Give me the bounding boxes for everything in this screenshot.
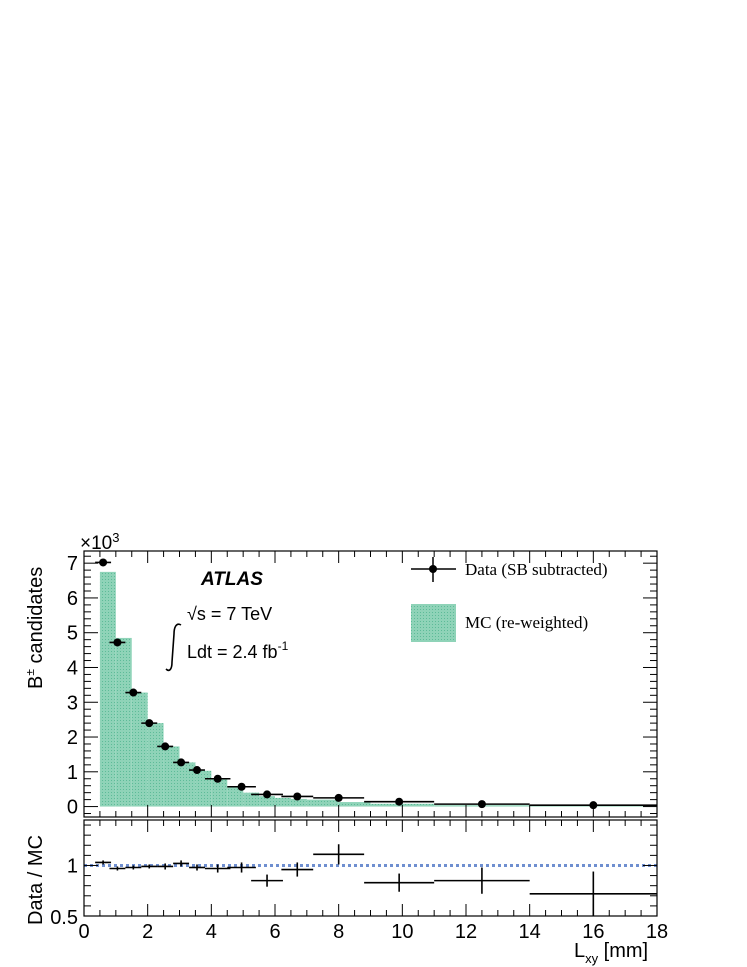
data-point (263, 790, 272, 799)
main-y-axis-label: B± candidates (23, 567, 47, 689)
mc-bar (306, 799, 339, 807)
ratio-plot-frame (83, 819, 658, 917)
x-tick-label: 2 (142, 921, 153, 943)
data-point (99, 558, 108, 567)
y-tick-label: 3 (67, 692, 78, 714)
ratio-y-tick-labels: 10.5 (50, 855, 78, 929)
ratio-y-tick-label-bottom: 0.5 (50, 907, 78, 929)
y-tick-label: 5 (67, 623, 78, 645)
mc-bar (259, 796, 275, 807)
y-tick-label: 2 (67, 727, 78, 749)
data-point (177, 758, 186, 767)
x-tick-label: 8 (333, 921, 344, 943)
y-tick-label: 7 (67, 553, 78, 575)
x-tick-label: 16 (582, 921, 604, 943)
main-axis-ticks (83, 551, 658, 817)
ratio-series (95, 844, 657, 916)
integral-sign-icon (165, 623, 182, 672)
legend-label-mc: MC (re-weighted) (465, 613, 588, 632)
main-y-tick-labels: 0 1 2 3 4 5 6 7 (67, 553, 78, 818)
x-tick-label: 12 (455, 921, 477, 943)
data-series (95, 558, 657, 810)
mc-histogram (99, 571, 657, 807)
data-point (334, 793, 343, 802)
x-tick-label: 0 (78, 921, 89, 943)
ratio-axis-ticks (83, 820, 658, 917)
main-panel: 0 1 2 3 4 5 6 7 ×103 B± candidates ATLAS √s = 7… (23, 530, 658, 819)
x-tick-label: 10 (391, 921, 413, 943)
legend-item-data: Data (SB subtracted) (411, 557, 608, 582)
ratio-panel: 10.5 0 2 4 6 8 10 12 14 16 18 Data / MC Lxy [mm] (25, 819, 668, 966)
x-tick-label: 14 (519, 921, 541, 943)
energy-label: √s = 7 TeV (187, 604, 272, 624)
x-tick-label: 18 (646, 921, 668, 943)
mc-bar (147, 723, 164, 807)
mc-bar (227, 786, 244, 807)
data-point (237, 782, 246, 791)
mc-bar (99, 571, 116, 807)
x-tick-labels: 0 2 4 6 8 10 12 14 16 18 (78, 921, 668, 943)
y-tick-label: 6 (67, 588, 78, 610)
atlas-label: ATLAS (200, 569, 263, 590)
data-point (193, 766, 202, 775)
legend: Data (SB subtracted) MC (re-weighted) (411, 557, 608, 642)
mc-bar (179, 762, 196, 807)
mc-bar (163, 746, 180, 807)
ratio-y-axis-label: Data / MC (25, 835, 47, 925)
luminosity-label: Ldt = 2.4 fb-1 (187, 639, 289, 662)
mc-bar (131, 692, 148, 807)
ratio-y-tick-label: 1 (67, 855, 78, 877)
y-tick-label: 1 (67, 762, 78, 784)
data-point (293, 792, 302, 801)
data-point (213, 774, 222, 783)
data-point (129, 688, 138, 697)
mc-bar (338, 802, 371, 807)
mc-bar (275, 797, 291, 807)
mc-bar (195, 770, 212, 807)
x-axis-label: Lxy [mm] (574, 940, 648, 966)
y-tick-label: 4 (67, 657, 78, 679)
x-tick-label: 6 (269, 921, 280, 943)
legend-label-data: Data (SB subtracted) (465, 560, 608, 579)
y-multiplier: ×103 (80, 530, 119, 554)
data-point (477, 800, 486, 809)
legend-item-mc: MC (re-weighted) (411, 604, 588, 642)
data-point (145, 719, 154, 728)
data-point (161, 742, 170, 751)
mc-bar (115, 637, 132, 807)
mc-bar (211, 778, 228, 807)
y-tick-label: 0 (67, 797, 78, 819)
data-point (113, 638, 122, 647)
data-point (395, 797, 404, 806)
x-tick-label: 4 (206, 921, 217, 943)
mc-bar (290, 798, 307, 807)
mc-bar (243, 792, 260, 807)
